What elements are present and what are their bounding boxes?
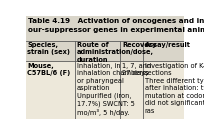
Text: 1, 7, and
27 days: 1, 7, and 27 days xyxy=(122,62,151,76)
Text: Inhalation, in
inhalation chambers,
or pharyngeal
aspiration
Unpurified (iron,
1: Inhalation, in inhalation chambers, or p… xyxy=(77,62,147,116)
Text: Route of
administration/dose,
duration: Route of administration/dose, duration xyxy=(77,42,154,63)
Text: Recovery: Recovery xyxy=(122,42,156,48)
Text: our-suppressor genes in experimental animals exposed to carbon nanotubes: our-suppressor genes in experimental ani… xyxy=(28,27,204,33)
Bar xyxy=(26,16,184,41)
Text: Table 4.19   Activation of oncogenes and inactivation of tum-: Table 4.19 Activation of oncogenes and i… xyxy=(28,18,204,24)
Text: Mouse,
C57BL/6 (F): Mouse, C57BL/6 (F) xyxy=(27,62,70,76)
Bar xyxy=(26,41,184,62)
Bar xyxy=(26,62,184,119)
Text: Assay/result: Assay/result xyxy=(145,42,191,48)
Text: Investigation of K-ra
sections
Three different types
after inhalation: two
mutat: Investigation of K-ra sections Three dif… xyxy=(145,62,204,113)
Text: Species,
strain (sex): Species, strain (sex) xyxy=(27,42,70,55)
